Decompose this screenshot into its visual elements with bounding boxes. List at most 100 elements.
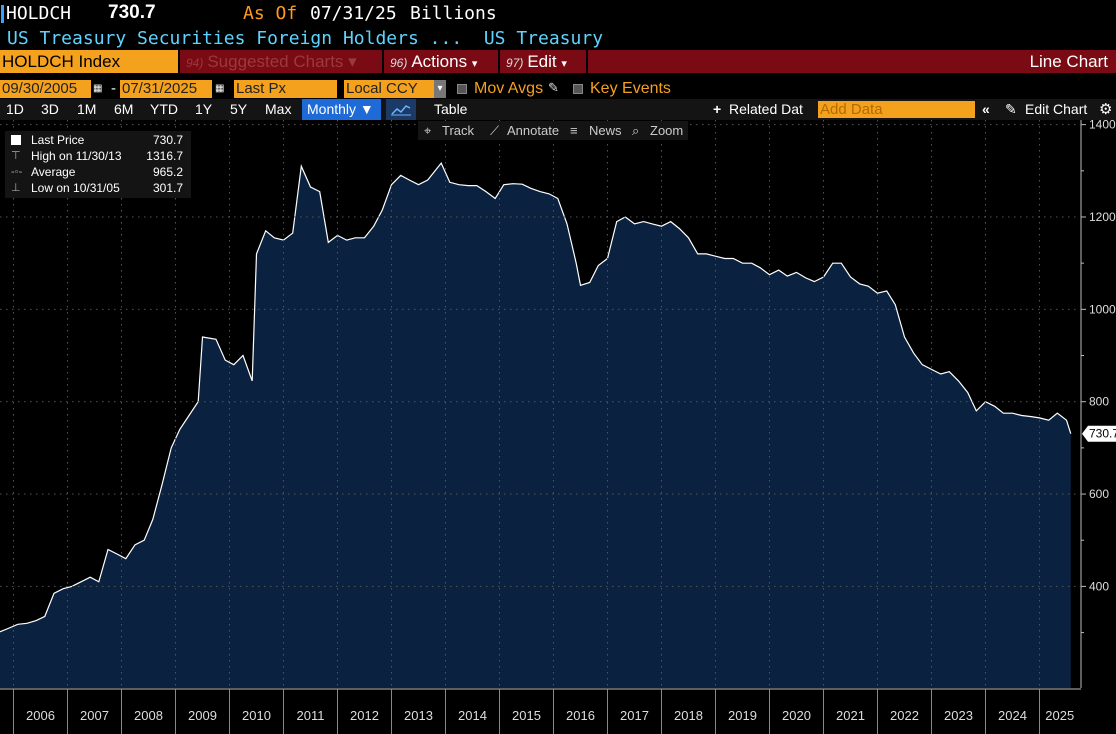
legend-low-value: 301.7 [152,181,183,195]
last-value: 730.7 [108,2,156,23]
units-label: Billions [410,3,497,24]
start-date-input[interactable]: 09/30/2005 [0,80,91,98]
key-events-checkbox[interactable] [573,84,583,94]
news-button[interactable]: News [589,123,622,138]
range-3d[interactable]: 3D [41,101,59,117]
edit-label: Edit [527,52,557,71]
zoom-icon[interactable]: ⌕ [632,123,640,138]
legend-last-value: 730.7 [152,133,183,147]
calendar-icon[interactable]: ▦ [93,83,103,94]
last-price-label: 730.7 [1089,427,1116,441]
field-select[interactable]: Last Px [234,80,337,98]
x-tick-label: 2006 [26,708,55,723]
currency-dropdown-icon[interactable]: ▾ [434,80,446,98]
actions-button[interactable]: 96) Actions ▾ [390,50,477,73]
mov-avgs-label[interactable]: Mov Avgs [474,80,544,97]
annotate-button[interactable]: Annotate [507,123,560,138]
calendar-icon[interactable]: ▦ [215,83,225,94]
collapse-icon[interactable]: « [982,101,990,117]
mov-avgs-checkbox[interactable] [457,84,467,94]
range-5y[interactable]: 5Y [230,101,248,117]
as-of-label: As Of [243,3,298,24]
range-toolbar: 1D 3D 1M 6M YTD 1Y 5Y Max Monthly ▼ Tabl… [0,99,1116,120]
zoom-button[interactable]: Zoom [650,123,684,138]
track-button[interactable]: Track [442,123,475,138]
range-1d[interactable]: 1D [6,101,24,117]
annotate-icon[interactable]: ⟋ [490,123,500,138]
x-tick-label: 2008 [134,708,163,723]
line-chart-icon[interactable] [386,99,416,120]
end-date-input[interactable]: 07/31/2025 [120,80,212,98]
legend-last[interactable]: Last Price 730.7 [5,132,191,148]
suggested-charts-button[interactable]: 94) Suggested Charts ▾ [186,50,357,73]
menu-bar: HOLDCH Index 94) Suggested Charts ▾ 96) Ac… [0,50,1116,73]
y-tick-label: 800 [1089,395,1109,409]
options-bar: 09/30/2005 ▦ - 07/31/2025 ▦ Last Px Loca… [0,79,1116,99]
security-description: US Treasury Securities Foreign Holders .… [7,28,604,49]
related-data-button[interactable]: Related Dat [729,101,803,117]
x-tick-label: 2010 [242,708,271,723]
x-tick-label: 2013 [404,708,433,723]
divider [498,50,500,73]
edit-num: 97) [506,56,524,70]
x-axis-band [0,688,1116,734]
series-area [0,163,1071,689]
currency-select[interactable]: Local CCY [344,80,434,98]
news-icon[interactable]: ≡ [570,123,578,138]
legend-low[interactable]: ⊥ Low on 10/31/05 301.7 [5,180,191,196]
y-tick-label: 1000 [1089,302,1116,316]
x-tick-label: 2017 [620,708,649,723]
range-6m[interactable]: 6M [114,101,134,117]
range-1y[interactable]: 1Y [195,101,213,117]
y-tick-label: 1200 [1089,210,1116,224]
pencil-icon[interactable]: ✎ [1005,101,1017,117]
dropdown-arrow-icon: ▾ [471,58,478,70]
y-tick-label: 600 [1089,487,1109,501]
suggested-label: Suggested Charts [207,52,344,71]
range-1m[interactable]: 1M [77,101,97,117]
frequency-label: Monthly [307,101,357,117]
actions-label: Actions [411,52,468,71]
edit-button[interactable]: 97) Edit ▾ [506,50,567,73]
dropdown-arrow-icon: ▼ [359,101,374,117]
legend-avg-label: Average [31,165,76,179]
gear-icon[interactable]: ⚙ [1099,101,1113,118]
add-data-input[interactable]: Add Data [818,101,975,118]
legend-high[interactable]: ⊤ High on 11/30/13 1316.7 [5,148,191,164]
table-button[interactable]: Table [434,101,468,117]
crosshair-icon[interactable]: ⌖ [424,123,432,138]
y-tick-label: 1400 [1089,118,1116,132]
date-separator: - [111,80,116,97]
legend-average[interactable]: -◦- Average 965.2 [5,164,191,180]
legend-avg-value: 965.2 [152,165,183,179]
legend: Last Price 730.7 ⊤ High on 11/30/13 1316… [5,131,191,198]
legend-low-label: Low on 10/31/05 [31,181,120,195]
x-tick-label: 2019 [728,708,757,723]
x-tick-label: 2011 [297,708,325,723]
x-tick-label: 2024 [998,708,1027,723]
x-tick-label: 2012 [350,708,379,723]
dropdown-arrow-icon: ▾ [348,52,357,71]
ticker-symbol[interactable]: HOLDCH [6,3,72,24]
edit-chart-button[interactable]: Edit Chart [1025,101,1088,117]
header-bar: HOLDCH 730.7 As Of 07/31/25 Billions [0,0,1116,26]
x-tick-label: 2021 [836,708,865,723]
input-cursor [1,5,4,23]
range-max[interactable]: Max [265,101,292,117]
x-tick-label: 2015 [512,708,541,723]
index-input[interactable]: HOLDCH Index [0,50,178,73]
pencil-icon[interactable]: ✎ [548,80,559,95]
plus-icon[interactable]: + [713,101,722,117]
frequency-select[interactable]: Monthly ▼ [302,99,381,120]
x-tick-label: 2007 [80,708,109,723]
chart-type-label[interactable]: Line Chart [1029,52,1108,71]
x-tick-label: 2014 [458,708,487,723]
last-price-tag [1082,425,1116,442]
key-events-label[interactable]: Key Events [590,80,671,97]
range-ytd[interactable]: YTD [150,101,178,117]
x-tick-label: 2022 [890,708,919,723]
dropdown-arrow-icon: ▾ [561,58,567,70]
as-of-date: 07/31/25 [310,3,397,24]
high-marker-icon: ⊤ [11,150,21,162]
